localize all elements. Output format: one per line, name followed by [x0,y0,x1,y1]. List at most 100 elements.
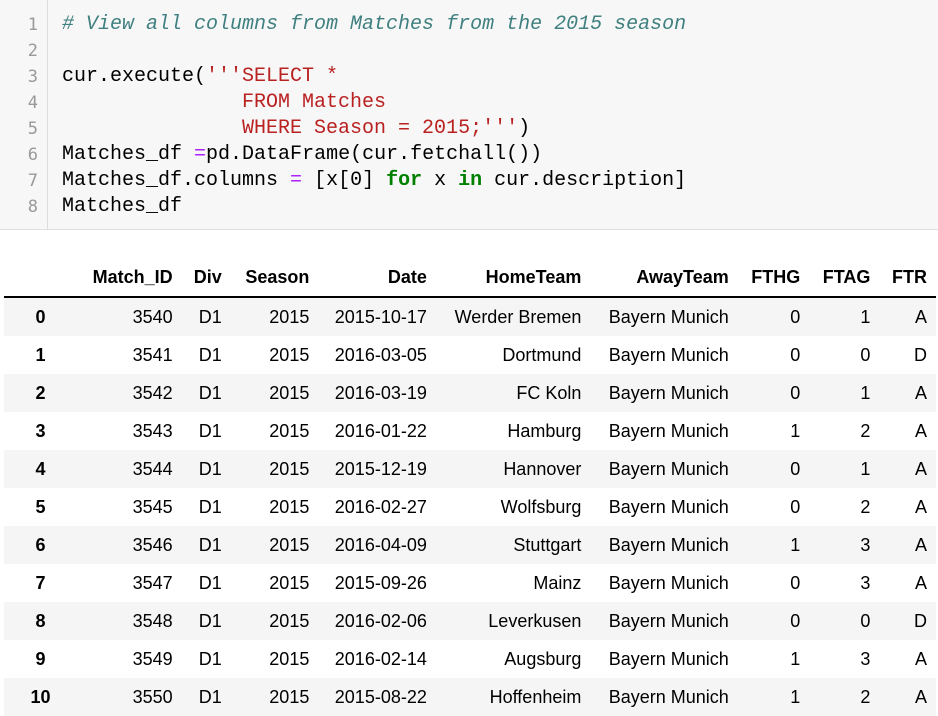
line-number: 3 [27,67,38,87]
table-cell: A [914,534,927,555]
row-index: 2 [35,382,46,403]
table-cell: 2016-02-27 [334,496,427,517]
table-cell: 0 [790,610,801,631]
code-line: cur.execute('''SELECT * [62,64,338,90]
table-cell: 3548 [132,610,173,631]
table-cell: Bayern Munich [608,306,729,327]
row-index: 5 [35,496,46,517]
code-token: # View all columns from Matches from the… [62,13,687,36]
dataframe-table: Match_ID Div Season Date HomeTeam AwayTeam FTH… [4,258,936,716]
table-cell: A [914,420,927,441]
table-cell: 2015-09-26 [334,572,427,593]
dataframe-output: Match_ID Div Season Date HomeTeam AwayTeam FTH… [0,258,938,716]
column-header: FTAG [809,258,880,298]
table-cell: D1 [198,458,222,479]
table-cell: D1 [198,344,222,365]
table-cell: D1 [198,648,222,669]
table-cell: 0 [790,458,801,479]
table-header-row: Match_ID Div Season Date HomeTeam AwayTeam FTH… [4,258,936,298]
table-cell: A [914,572,927,593]
table-cell: 3550 [132,686,173,707]
table-cell: 1 [790,648,801,669]
table-cell: 2015 [269,382,310,403]
code-token: [x[0] [302,169,387,192]
code-token: cur.description] [482,169,687,192]
table-cell: Bayern Munich [608,572,729,593]
row-index: 8 [35,610,46,631]
table-cell: Mainz [533,572,582,593]
table-cell: Bayern Munich [608,382,729,403]
table-cell: 1 [790,420,801,441]
row-index: 4 [35,458,46,479]
table-cell: 2015 [269,648,310,669]
table-cell: Augsburg [504,648,582,669]
table-row: 5 3545 D1 2015 2016-02-27 Wolfsburg Bayern Mun… [4,488,936,526]
row-index: 9 [35,648,46,669]
table-cell: Bayern Munich [608,420,729,441]
table-cell: D1 [198,572,222,593]
table-cell: Hamburg [507,420,582,441]
table-cell: 3544 [132,458,173,479]
line-number: 7 [27,171,38,191]
table-cell: Bayern Munich [608,648,729,669]
table-cell: 2016-01-22 [334,420,427,441]
table-cell: 0 [790,344,801,365]
line-number: 4 [27,93,38,113]
table-cell: 2 [860,420,871,441]
code-token: = [290,169,303,192]
table-cell: 0 [860,344,871,365]
row-index: 10 [30,686,51,707]
code-token: Matches_df [62,143,195,166]
row-index: 3 [35,420,46,441]
code-token: ) [518,117,531,140]
code-line: WHERE Season = 2015;''') [62,116,530,142]
table-cell: Bayern Munich [608,458,729,479]
table-cell: 2015 [269,458,310,479]
table-cell: Bayern Munich [608,534,729,555]
table-row: 4 3544 D1 2015 2015-12-19 Hannover Bayern Muni… [4,450,936,488]
column-header: FTHG [737,258,810,298]
table-cell: 2015 [269,686,310,707]
table-cell: 1 [860,306,871,327]
table-cell: 3 [860,572,871,593]
table-cell: 2015 [269,496,310,517]
table-cell: Leverkusen [488,610,582,631]
code-line: Matches_df.columns = [x[0] for x in cur.… [62,168,686,194]
table-cell: D1 [198,686,222,707]
code-token: pd.DataFrame(cur.fetchall()) [206,143,543,166]
table-cell: 2016-04-09 [334,534,427,555]
table-cell: A [914,648,927,669]
table-cell: 3546 [132,534,173,555]
table-cell: 1 [860,382,871,403]
table-cell: D1 [198,496,222,517]
table-cell: 3 [860,534,871,555]
column-header: Div [181,258,231,298]
code-token: x [422,169,459,192]
table-row: 1 3541 D1 2015 2016-03-05 Dortmund Bayern Muni… [4,336,936,374]
table-row: 0 3540 D1 2015 2015-10-17 Werder Bremen Bayern… [4,297,936,336]
table-row: 3 3543 D1 2015 2016-01-22 Hamburg Bayern Munic… [4,412,936,450]
table-cell: 1 [860,458,871,479]
table-cell: 2015 [269,572,310,593]
column-header: FTR [879,258,936,298]
table-row: 6 3546 D1 2015 2016-04-09 Stuttgart Bayern Mun… [4,526,936,564]
table-cell: A [914,306,927,327]
column-header: Season [230,258,319,298]
table-cell: 2015 [269,610,310,631]
table-cell: 3543 [132,420,173,441]
code-token: WHERE Season = 2015;''' [62,117,519,140]
table-cell: Bayern Munich [608,686,729,707]
line-number: 2 [27,41,38,61]
line-number: 6 [27,145,38,165]
table-cell: A [914,382,927,403]
table-cell: 0 [790,382,801,403]
table-cell: D1 [198,382,222,403]
code-token: = [194,143,207,166]
table-row: 7 3547 D1 2015 2015-09-26 Mainz Bayern Munich 0… [4,564,936,602]
code-token: '''SELECT * [206,65,339,88]
row-index: 6 [35,534,46,555]
table-cell: A [914,496,927,517]
code-cell[interactable]: 1 2 3 4 5 6 7 8 # View all columns from Matches… [0,0,938,230]
column-header: AwayTeam [590,258,738,298]
table-cell: Bayern Munich [608,344,729,365]
